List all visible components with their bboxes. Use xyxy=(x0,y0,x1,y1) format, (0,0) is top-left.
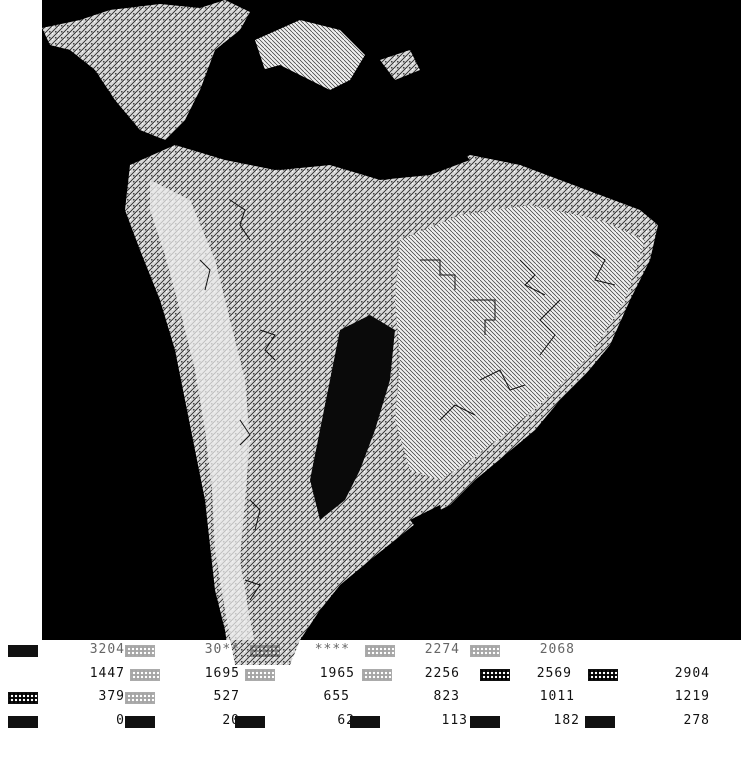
legend-value: 1695 xyxy=(204,666,240,681)
legend-value: 0 xyxy=(116,713,125,728)
brazil-highlands xyxy=(395,205,645,480)
legend-value: 2256 xyxy=(424,666,460,681)
legend-value: 655 xyxy=(323,689,350,704)
legend-value: 1965 xyxy=(319,666,355,681)
legend-value: 2904 xyxy=(674,666,710,681)
southern-tip xyxy=(230,640,300,665)
legend-value: **** xyxy=(314,642,350,657)
legend-value: 527 xyxy=(213,689,240,704)
legend-value: 1447 xyxy=(89,666,125,681)
legend-swatch xyxy=(480,669,510,681)
legend-value: 3204 xyxy=(89,642,125,657)
legend-swatch xyxy=(470,645,500,657)
legend-value: 30** xyxy=(204,642,240,657)
legend-value: 2274 xyxy=(424,642,460,657)
andes-ridge xyxy=(150,180,260,665)
legend-swatch xyxy=(585,716,615,728)
chaco-lowland xyxy=(310,315,395,520)
legend-swatch xyxy=(8,645,38,657)
legend-row: 0 20 62 113 182 278 xyxy=(0,711,741,733)
legend-swatch xyxy=(350,716,380,728)
island-small xyxy=(380,50,420,80)
legend-swatch xyxy=(365,645,395,657)
legend-swatch xyxy=(245,669,275,681)
legend-swatch xyxy=(362,669,392,681)
legend-swatch xyxy=(125,692,155,704)
legend-swatch xyxy=(588,669,618,681)
legend-row: 3204 30** **** 2274 2068 xyxy=(0,640,741,662)
legend-value: 182 xyxy=(553,713,580,728)
legend-value: 1219 xyxy=(674,689,710,704)
legend-row: 1447 1695 1965 2256 2569 2904 xyxy=(0,664,741,686)
legend-value: 2068 xyxy=(539,642,575,657)
amazon-basin xyxy=(220,65,470,180)
legend-value: 2569 xyxy=(536,666,572,681)
legend-value: 278 xyxy=(683,713,710,728)
legend-value: 20 xyxy=(222,713,240,728)
legend-value: 113 xyxy=(441,713,468,728)
legend-swatch xyxy=(250,645,280,657)
legend-background xyxy=(0,640,741,776)
terrain-mosaic xyxy=(199,199,616,601)
legend-swatch xyxy=(470,716,500,728)
legend-swatch xyxy=(130,669,160,681)
legend-swatch xyxy=(125,716,155,728)
legend-swatch xyxy=(8,692,38,704)
central-america-landmass xyxy=(42,0,250,140)
legend-value: 379 xyxy=(98,689,125,704)
legend-swatch xyxy=(125,645,155,657)
legend-row: 379 527 655 823 1011 1219 xyxy=(0,687,741,709)
legend-value: 823 xyxy=(433,689,460,704)
legend-value: 62 xyxy=(337,713,355,728)
legend-swatch xyxy=(235,716,265,728)
elevation-legend: 3204 30** **** 2274 2068 1447 1695 1965 … xyxy=(0,640,741,776)
la-plata-inlet xyxy=(410,505,445,545)
legend-value: 1011 xyxy=(539,689,575,704)
legend-swatch xyxy=(8,716,38,728)
